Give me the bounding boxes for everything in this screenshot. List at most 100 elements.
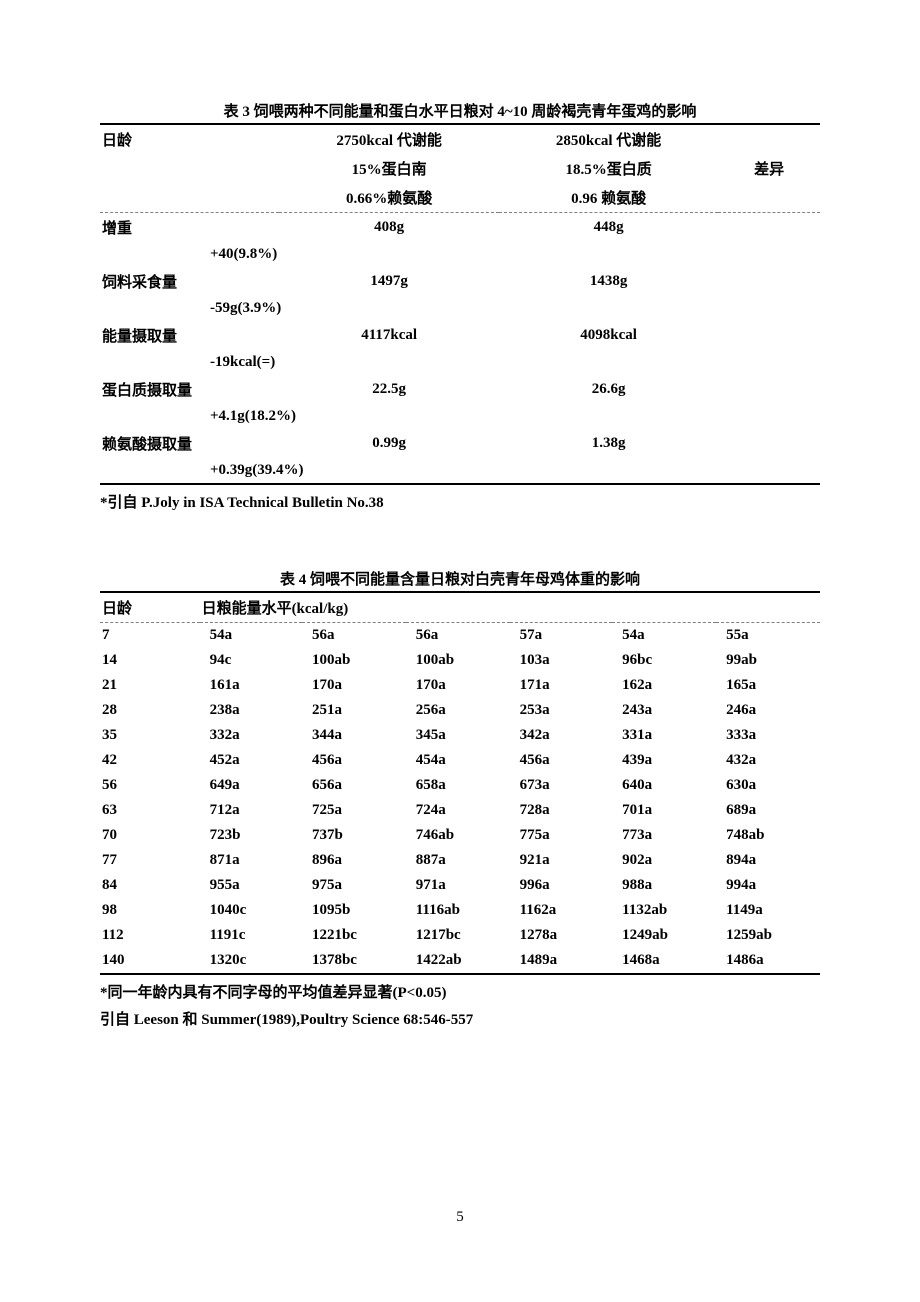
t4-row-val: 161a bbox=[200, 673, 302, 698]
t4-row-val: 1095b bbox=[302, 898, 406, 923]
t4-row-val: 971a bbox=[406, 873, 510, 898]
table4-caption: 表 4 饲喂不同能量含量日粮对白壳青年母鸡体重的影响 bbox=[100, 568, 820, 589]
t4-row-val: 1217bc bbox=[406, 923, 510, 948]
t4-row-val: 170a bbox=[406, 673, 510, 698]
t4-row-val: 640a bbox=[612, 773, 716, 798]
t3-diet1-l3: 0.66%赖氨酸 bbox=[279, 183, 498, 213]
t4-row-val: 54a bbox=[200, 623, 302, 649]
t4-row-val: 162a bbox=[612, 673, 716, 698]
t4-row-val: 728a bbox=[510, 798, 613, 823]
t4-row-val: 56a bbox=[406, 623, 510, 649]
t4-row-val: 246a bbox=[716, 698, 820, 723]
t4-row-val: 345a bbox=[406, 723, 510, 748]
t4-row-val: 673a bbox=[510, 773, 613, 798]
t4-row-val: 975a bbox=[302, 873, 406, 898]
t3-diet1-l2: 15%蛋白南 bbox=[279, 154, 498, 183]
t4-row-val: 689a bbox=[716, 798, 820, 823]
t3-row-v1: 22.5g bbox=[279, 375, 498, 404]
t3-row-diff: +40(9.8%) bbox=[100, 242, 820, 267]
t4-row-val: 737b bbox=[302, 823, 406, 848]
page-content: 表 3 饲喂两种不同能量和蛋白水平日粮对 4~10 周龄褐壳青年蛋鸡的影响 日龄… bbox=[0, 0, 920, 1226]
t3-row-v2: 4098kcal bbox=[499, 321, 718, 350]
t4-row-val: 1162a bbox=[510, 898, 613, 923]
t3-row-label: 饲料采食量 bbox=[100, 267, 279, 296]
table3-caption: 表 3 饲喂两种不同能量和蛋白水平日粮对 4~10 周龄褐壳青年蛋鸡的影响 bbox=[100, 100, 820, 121]
t4-row-val: 630a bbox=[716, 773, 820, 798]
t4-row-val: 894a bbox=[716, 848, 820, 873]
t4-row-age: 140 bbox=[100, 948, 200, 974]
t4-row-val: 996a bbox=[510, 873, 613, 898]
t4-row-age: 70 bbox=[100, 823, 200, 848]
table4: 日龄 日粮能量水平(kcal/kg) 754a56a56a57a54a55a14… bbox=[100, 591, 820, 975]
t3-diet2-l3: 0.96 赖氨酸 bbox=[499, 183, 718, 213]
t4-row-val: 701a bbox=[612, 798, 716, 823]
t4-row-val: 56a bbox=[302, 623, 406, 649]
t4-row-val: 994a bbox=[716, 873, 820, 898]
t3-row-v2: 1438g bbox=[499, 267, 718, 296]
t4-row-val: 723b bbox=[200, 823, 302, 848]
t4-row-val: 1149a bbox=[716, 898, 820, 923]
t4-row-val: 432a bbox=[716, 748, 820, 773]
t4-row-val: 746ab bbox=[406, 823, 510, 848]
t4-row-val: 251a bbox=[302, 698, 406, 723]
t3-row-label: 蛋白质摄取量 bbox=[100, 375, 279, 404]
t4-row-val: 658a bbox=[406, 773, 510, 798]
table3-footnote: *引自 P.Joly in ISA Technical Bulletin No.… bbox=[100, 491, 820, 512]
t4-row-val: 902a bbox=[612, 848, 716, 873]
t4-row-val: 454a bbox=[406, 748, 510, 773]
t4-row-val: 342a bbox=[510, 723, 613, 748]
t4-row-age: 42 bbox=[100, 748, 200, 773]
t4-row-val: 94c bbox=[200, 648, 302, 673]
t4-row-val: 712a bbox=[200, 798, 302, 823]
t3-row-v2: 26.6g bbox=[499, 375, 718, 404]
t4-row-val: 171a bbox=[510, 673, 613, 698]
t4-row-val: 1486a bbox=[716, 948, 820, 974]
t4-row-val: 656a bbox=[302, 773, 406, 798]
t4-row-val: 456a bbox=[510, 748, 613, 773]
t4-row-val: 988a bbox=[612, 873, 716, 898]
t4-row-val: 1422ab bbox=[406, 948, 510, 974]
t4-row-val: 333a bbox=[716, 723, 820, 748]
t4-row-val: 238a bbox=[200, 698, 302, 723]
t4-row-val: 955a bbox=[200, 873, 302, 898]
t4-row-val: 100ab bbox=[302, 648, 406, 673]
t4-row-age: 112 bbox=[100, 923, 200, 948]
t4-row-val: 99ab bbox=[716, 648, 820, 673]
t3-hdr-age: 日龄 bbox=[100, 124, 279, 154]
t4-row-val: 243a bbox=[612, 698, 716, 723]
t3-row-diff: -19kcal(=) bbox=[100, 350, 820, 375]
t3-row-v2: 448g bbox=[499, 213, 718, 243]
t4-row-age: 35 bbox=[100, 723, 200, 748]
t4-row-age: 84 bbox=[100, 873, 200, 898]
t4-row-val: 1378bc bbox=[302, 948, 406, 974]
t4-row-val: 103a bbox=[510, 648, 613, 673]
t4-row-val: 452a bbox=[200, 748, 302, 773]
t4-row-val: 456a bbox=[302, 748, 406, 773]
t4-row-age: 21 bbox=[100, 673, 200, 698]
t4-row-val: 1278a bbox=[510, 923, 613, 948]
t3-row-v1: 1497g bbox=[279, 267, 498, 296]
t4-row-val: 1249ab bbox=[612, 923, 716, 948]
t3-row-diff: +0.39g(39.4%) bbox=[100, 458, 820, 484]
t4-hdr-age: 日龄 bbox=[100, 592, 200, 623]
t4-row-val: 649a bbox=[200, 773, 302, 798]
t4-row-val: 55a bbox=[716, 623, 820, 649]
page-number: 5 bbox=[100, 1209, 820, 1226]
t4-row-val: 773a bbox=[612, 823, 716, 848]
t4-row-val: 724a bbox=[406, 798, 510, 823]
t3-row-v1: 4117kcal bbox=[279, 321, 498, 350]
t3-row-label: 增重 bbox=[100, 213, 279, 243]
t4-row-val: 1259ab bbox=[716, 923, 820, 948]
t3-diet1-l1: 2750kcal 代谢能 bbox=[279, 124, 498, 154]
table4-footnote2: 引自 Leeson 和 Summer(1989),Poultry Science… bbox=[100, 1008, 820, 1029]
t4-row-val: 57a bbox=[510, 623, 613, 649]
t4-row-age: 14 bbox=[100, 648, 200, 673]
t3-row-v2: 1.38g bbox=[499, 429, 718, 458]
t4-row-val: 1489a bbox=[510, 948, 613, 974]
t4-row-age: 7 bbox=[100, 623, 200, 649]
t4-row-val: 921a bbox=[510, 848, 613, 873]
t4-row-age: 56 bbox=[100, 773, 200, 798]
table3: 日龄 2750kcal 代谢能 2850kcal 代谢能 15%蛋白南 18.5… bbox=[100, 123, 820, 485]
t4-row-val: 54a bbox=[612, 623, 716, 649]
t3-diet2-l2: 18.5%蛋白质 bbox=[499, 154, 718, 183]
